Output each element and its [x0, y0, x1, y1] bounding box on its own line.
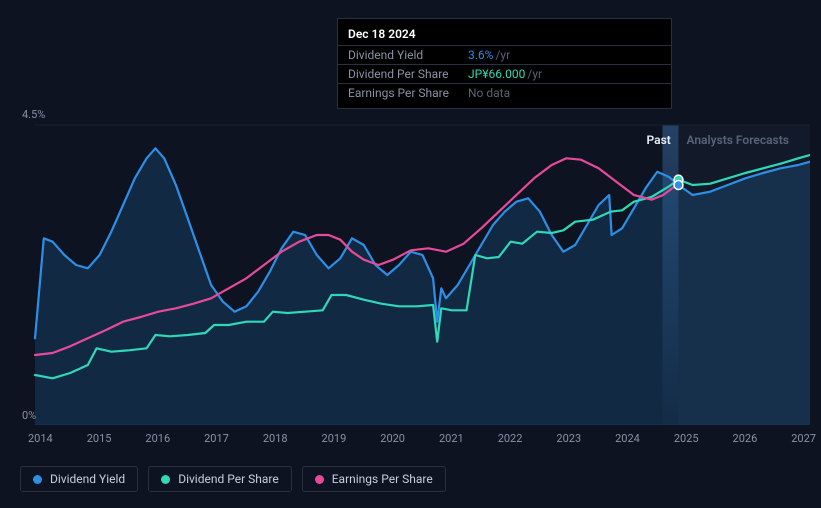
tooltip-row-value: 3.6% — [468, 48, 493, 62]
tooltip-row: Dividend Per ShareJP¥66.000/yr — [338, 65, 671, 84]
tooltip-row-unit: /yr — [527, 67, 542, 81]
y-axis-max: 4.5% — [22, 108, 45, 121]
x-tick-label: 2016 — [145, 432, 170, 445]
dividend-chart[interactable]: 4.5% 0% Past Analysts Forecasts — [20, 105, 810, 425]
x-tick-label: 2025 — [674, 432, 699, 445]
x-tick-label: 2021 — [439, 432, 464, 445]
tooltip-row-unit: /yr — [495, 48, 510, 62]
legend-dot — [33, 475, 42, 484]
chart-legend: Dividend Yield Dividend Per Share Earnings… — [20, 466, 446, 492]
tooltip-row-value: JP¥66.000 — [468, 67, 525, 81]
y-axis-min: 0% — [22, 409, 36, 422]
legend-item-dividend-per-share[interactable]: Dividend Per Share — [148, 466, 292, 492]
tooltip-row: Dividend Yield3.6%/yr — [338, 46, 671, 65]
chart-canvas — [20, 105, 810, 425]
x-tick-label: 2015 — [87, 432, 112, 445]
x-tick-label: 2027 — [791, 432, 816, 445]
tooltip-row: Earnings Per ShareNo data — [338, 84, 671, 102]
legend-item-dividend-yield[interactable]: Dividend Yield — [20, 466, 138, 492]
legend-dot — [161, 475, 170, 484]
section-label-past: Past — [646, 133, 670, 147]
x-tick-label: 2022 — [498, 432, 523, 445]
x-tick-label: 2024 — [615, 432, 640, 445]
section-label-forecast: Analysts Forecasts — [686, 133, 788, 147]
x-tick-label: 2026 — [733, 432, 758, 445]
tooltip-date: Dec 18 2024 — [338, 25, 671, 46]
tooltip-row-label: Dividend Yield — [348, 48, 468, 62]
legend-label: Dividend Yield — [50, 472, 125, 486]
tooltip-row-label: Earnings Per Share — [348, 86, 468, 100]
legend-label: Dividend Per Share — [178, 472, 279, 486]
tooltip-row-label: Dividend Per Share — [348, 67, 468, 81]
x-axis-labels: 2014 2015 2016 2017 2018 2019 2020 2021 2022 2023… — [25, 432, 821, 452]
tooltip-row-value: No data — [468, 86, 510, 100]
x-tick-label: 2018 — [263, 432, 288, 445]
legend-label: Earnings Per Share — [332, 472, 433, 486]
x-tick-label: 2019 — [322, 432, 347, 445]
chart-tooltip: Dec 18 2024 Dividend Yield3.6%/yrDividen… — [337, 18, 672, 109]
x-tick-label: 2020 — [380, 432, 405, 445]
x-tick-label: 2014 — [28, 432, 53, 445]
x-tick-label: 2017 — [204, 432, 229, 445]
legend-dot — [315, 475, 324, 484]
x-tick-label: 2023 — [556, 432, 581, 445]
legend-item-earnings-per-share[interactable]: Earnings Per Share — [302, 466, 446, 492]
